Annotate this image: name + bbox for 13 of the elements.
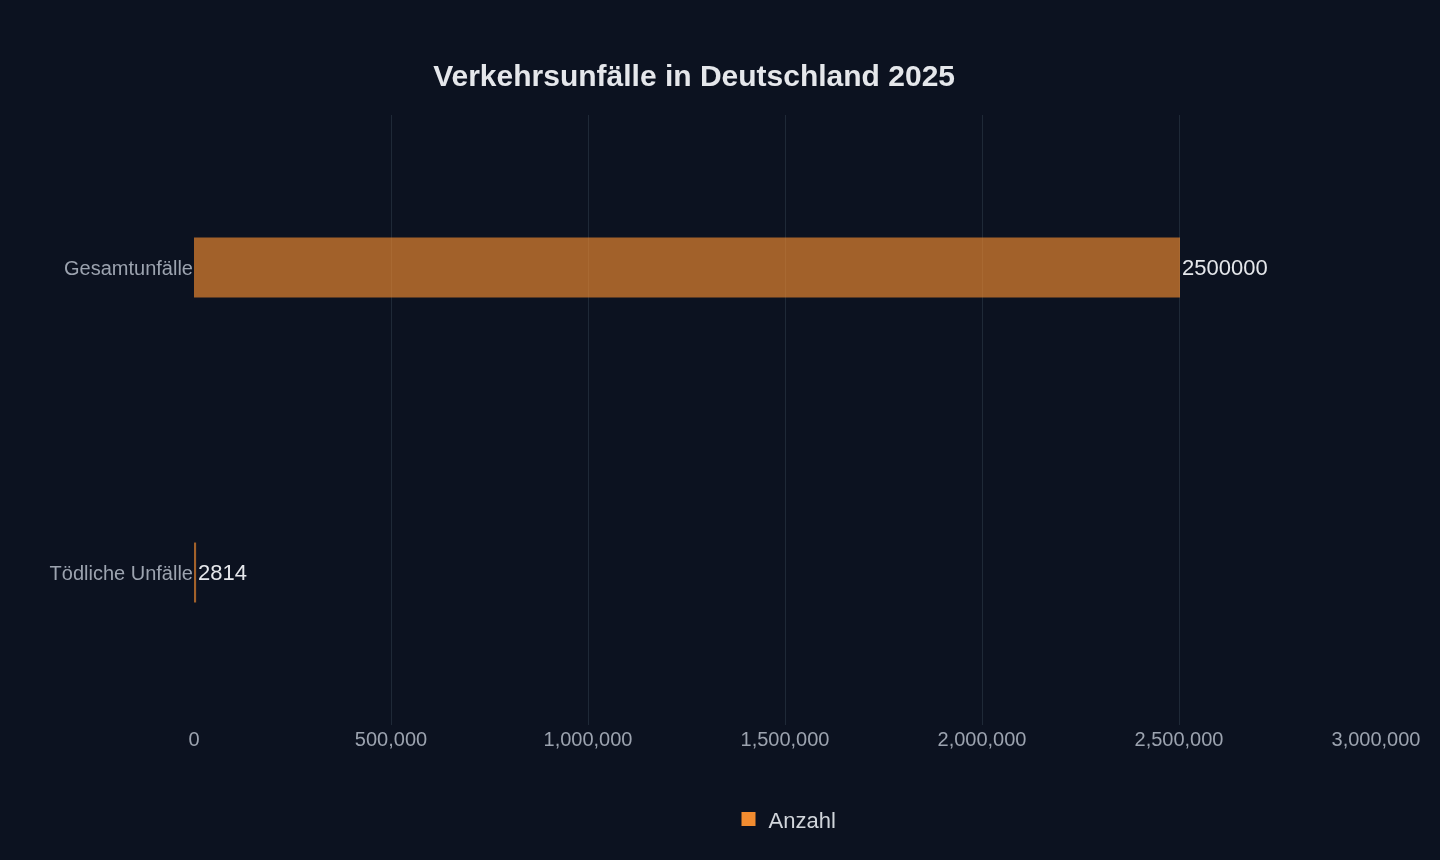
x-tick-label: 2,500,000 xyxy=(1134,728,1224,750)
x-tick-label: 1,000,000 xyxy=(543,728,633,750)
x-tick-label: 2,000,000 xyxy=(937,728,1027,750)
data-label: 2814 xyxy=(198,560,248,586)
x-tick-label: 3,000,000 xyxy=(1331,728,1421,750)
x-tick-label: 0 xyxy=(188,728,200,750)
chart-title: Verkehrsunfälle in Deutschland 2025 xyxy=(433,59,956,93)
x-tick-label: 1,500,000 xyxy=(740,728,830,750)
x-tick-label: 500,000 xyxy=(354,728,428,750)
y-tick-label: Gesamtunfälle xyxy=(64,256,193,279)
y-tick-label: Tödliche Unfälle xyxy=(49,561,193,584)
legend-label: Anzahl xyxy=(768,807,836,833)
data-label: 2500000 xyxy=(1182,255,1268,281)
